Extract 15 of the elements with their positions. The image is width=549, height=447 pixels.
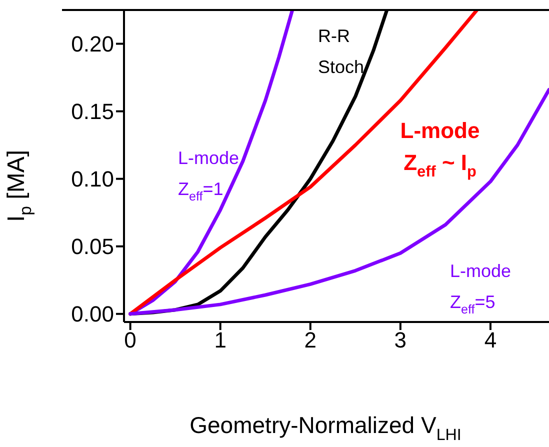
- x-tick-label: 2: [304, 328, 317, 353]
- y-tick-label: 0.20: [71, 32, 114, 57]
- y-tick-label: 0.00: [71, 302, 114, 327]
- series-label: R-R Stoch: [318, 26, 364, 77]
- x-axis-title: Geometry-Normalized V$_{LHI}$: [190, 412, 462, 444]
- series-label: L-mode Z$_{eff}$ ~ I$_{p}$: [400, 118, 480, 181]
- series-label: L-mode Z$_{eff}$=1: [178, 148, 240, 204]
- x-tick-label: 1: [214, 328, 226, 353]
- y-tick-label: 0.10: [71, 166, 114, 192]
- y-tick-label: 0.05: [71, 234, 114, 260]
- x-tick-label: 3: [394, 328, 407, 353]
- x-tick-label: 4: [484, 328, 497, 353]
- series-label: L-mode Z$_{eff}$=5: [450, 261, 512, 316]
- x-tick-label: 0: [124, 328, 136, 353]
- y-tick-label: 0.15: [71, 99, 114, 124]
